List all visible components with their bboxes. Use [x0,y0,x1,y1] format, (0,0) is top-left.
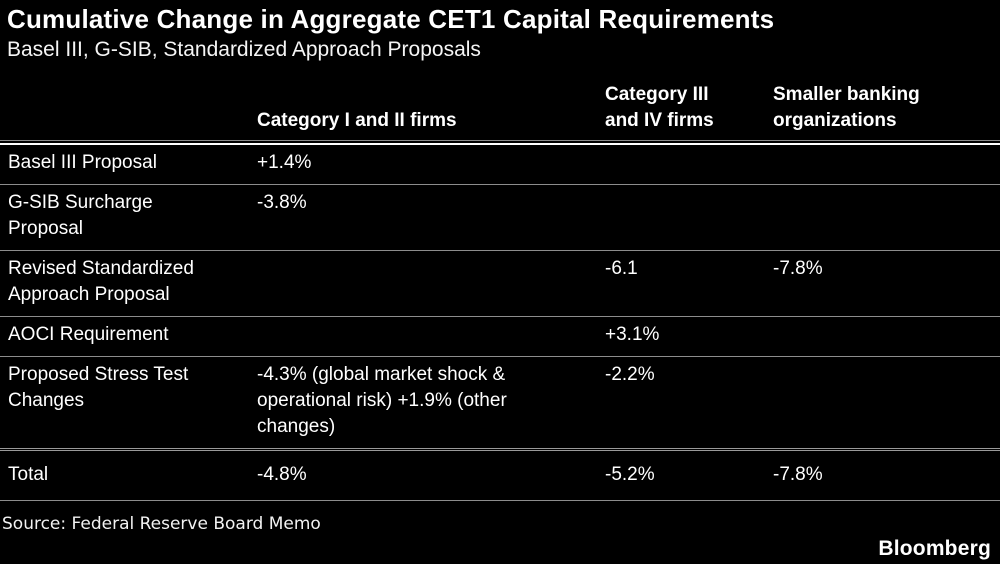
cell-cat12: -4.3% (global market shock & operational… [257,364,507,437]
cell-cat12: +1.4% [257,152,312,173]
page-title: Cumulative Change in Aggregate CET1 Capi… [7,4,775,34]
row-label: G-SIB Surcharge Proposal [8,192,153,239]
table-row: Basel III Proposal +1.4% [0,145,1000,185]
row-label: Proposed Stress Test Changes [8,364,189,411]
column-header-cat12: Category I and II firms [257,110,457,131]
table-row: G-SIB Surcharge Proposal -3.8% [0,185,1000,251]
cell-cat34 [605,190,773,242]
cell-smaller: -7.8% [773,464,823,485]
cell-cat34: +3.1% [605,324,660,345]
table-row: Revised Standardized Approach Proposal -… [0,251,1000,317]
row-label: AOCI Requirement [8,324,169,345]
table-row: Proposed Stress Test Changes -4.3% (glob… [0,357,1000,448]
row-label: Total [8,464,49,485]
table-header-row: Category I and II firms Category III and… [0,65,1000,140]
cell-smaller [773,190,1000,242]
cell-cat34: -2.2% [605,364,655,385]
cell-cat34: -6.1 [605,258,638,279]
cell-smaller [773,150,1000,176]
cell-smaller [773,322,1000,348]
row-label: Revised Standardized Approach Proposal [8,258,194,305]
row-label: Basel III Proposal [8,152,157,173]
cell-smaller [773,362,1000,440]
source-note: Source: Federal Reserve Board Memo [2,514,321,534]
cell-cat34: -5.2% [605,464,655,485]
cell-cat34 [605,150,773,176]
table-row-total: Total -4.8% -5.2% -7.8% [0,448,1000,501]
cell-smaller: -7.8% [773,258,823,279]
bloomberg-logo: Bloomberg [878,537,991,560]
table-row: AOCI Requirement +3.1% [0,317,1000,357]
column-header-cat34: Category III and IV firms [605,84,714,131]
cell-cat12: -3.8% [257,192,307,213]
cell-cat12: -4.8% [257,464,307,485]
cell-cat12 [257,322,605,348]
header-double-rule [0,140,1000,145]
column-header-smaller: Smaller banking organizations [773,84,920,131]
page-subtitle: Basel III, G-SIB, Standardized Approach … [7,38,481,61]
cell-cat12 [257,256,605,308]
